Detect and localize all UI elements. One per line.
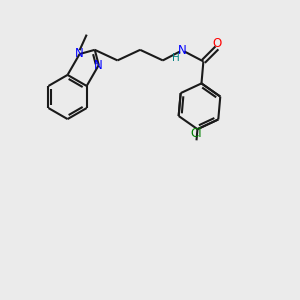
Text: N: N <box>94 59 103 72</box>
Text: N: N <box>178 44 186 57</box>
Text: H: H <box>172 53 180 63</box>
Text: N: N <box>75 47 84 60</box>
Text: O: O <box>212 37 222 50</box>
Text: Cl: Cl <box>191 127 202 140</box>
